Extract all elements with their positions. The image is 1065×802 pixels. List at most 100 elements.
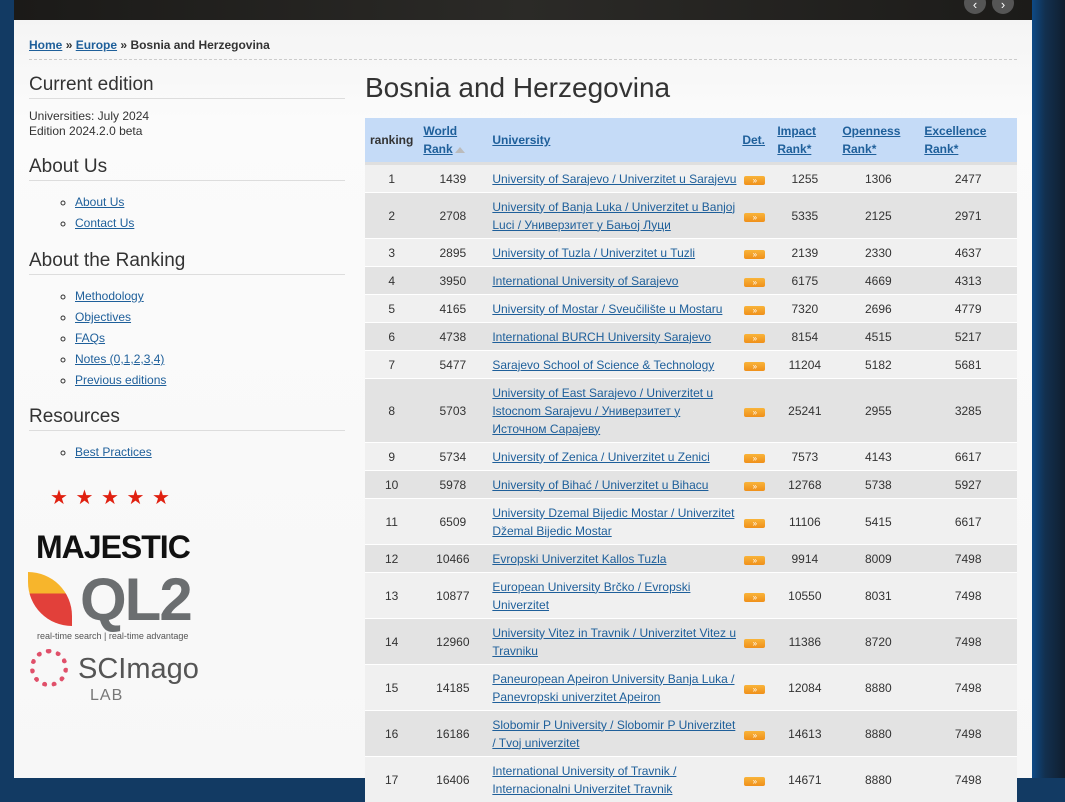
details-button[interactable]: » (744, 519, 765, 528)
details-button[interactable]: » (744, 250, 765, 259)
link-previous-editions[interactable]: Previous editions (75, 373, 166, 387)
cell-university: University of Zenica / Univerzitet u Zen… (487, 443, 742, 471)
col-det[interactable]: Det. (742, 118, 772, 164)
university-link[interactable]: University Dzemal Bijedic Mostar / Unive… (492, 506, 734, 538)
university-link[interactable]: University Vitez in Travnik / Univerzite… (492, 626, 736, 658)
cell-impact-rank: 6175 (772, 267, 837, 295)
sponsor-logos: ★ ★ ★ ★ ★ MAJESTIC QL2 real-time search … (28, 485, 218, 717)
sort-openness[interactable]: Openness (842, 124, 900, 138)
university-link[interactable]: University of Zenica / Univerzitet u Zen… (492, 450, 709, 464)
university-link[interactable]: University of Bihać / Univerzitet u Biha… (492, 478, 708, 492)
col-excellence[interactable]: Excellence Rank* (919, 118, 1017, 164)
sort-impact[interactable]: Rank* (777, 142, 811, 156)
cell-impact-rank: 7573 (772, 443, 837, 471)
university-link[interactable]: Evropski Univerzitet Kallos Tuzla (492, 552, 666, 566)
page-background-right (1032, 0, 1065, 778)
stars-icon: ★ ★ ★ ★ ★ (50, 485, 171, 510)
col-university[interactable]: University (487, 118, 742, 164)
cell-ranking: 13 (365, 573, 418, 619)
university-link[interactable]: Paneuropean Apeiron University Banja Luk… (492, 672, 734, 704)
cell-impact-rank: 14613 (772, 711, 837, 757)
slider-prev-button[interactable]: ‹ (964, 0, 986, 14)
cell-impact-rank: 7320 (772, 295, 837, 323)
cell-ranking: 6 (365, 323, 418, 351)
cell-openness-rank: 8009 (837, 545, 919, 573)
sort-excellence[interactable]: Rank* (924, 142, 958, 156)
university-link[interactable]: International University of Travnik / In… (492, 764, 676, 796)
details-button[interactable]: » (744, 454, 765, 463)
cell-university: Paneuropean Apeiron University Banja Luk… (487, 665, 742, 711)
university-link[interactable]: University of Mostar / Sveučilište u Mos… (492, 302, 722, 316)
university-link[interactable]: University of Tuzla / Univerzitet u Tuzl… (492, 246, 695, 260)
cell-openness-rank: 4515 (837, 323, 919, 351)
university-link[interactable]: Slobomir P University / Slobomir P Unive… (492, 718, 735, 750)
cell-ranking: 14 (365, 619, 418, 665)
sort-world-rank[interactable]: World (423, 124, 457, 138)
link-notes[interactable]: Notes (0,1,2,3,4) (75, 352, 164, 366)
university-link[interactable]: International BURCH University Sarajevo (492, 330, 711, 344)
cell-university: International University of Sarajevo (487, 267, 742, 295)
breadcrumb-europe[interactable]: Europe (76, 38, 117, 52)
section-title: Current edition (29, 74, 345, 99)
sort-det[interactable]: Det. (742, 133, 765, 147)
link-objectives[interactable]: Objectives (75, 310, 131, 324)
cell-world-rank: 1439 (418, 164, 487, 193)
university-link[interactable]: European University Brčko / Evropski Uni… (492, 580, 690, 612)
sort-world-rank[interactable]: Rank (423, 142, 452, 156)
details-button[interactable]: » (744, 362, 765, 371)
details-button[interactable]: » (744, 213, 765, 222)
cell-ranking: 10 (365, 471, 418, 499)
details-button[interactable]: » (744, 408, 765, 417)
cell-excellence-rank: 4637 (919, 239, 1017, 267)
cell-world-rank: 2708 (418, 193, 487, 239)
sort-excellence[interactable]: Excellence (924, 124, 986, 138)
sort-university[interactable]: University (492, 133, 550, 147)
breadcrumb: Home » Europe » Bosnia and Herzegovina (29, 38, 270, 52)
university-link[interactable]: University of Banja Luka / Univerzitet u… (492, 200, 735, 232)
details-button[interactable]: » (744, 306, 765, 315)
details-button[interactable]: » (744, 482, 765, 491)
details-button[interactable]: » (744, 278, 765, 287)
cell-det: » (742, 239, 772, 267)
link-faqs[interactable]: FAQs (75, 331, 105, 345)
cell-impact-rank: 5335 (772, 193, 837, 239)
university-link[interactable]: University of East Sarajevo / Univerzite… (492, 386, 713, 436)
col-impact[interactable]: Impact Rank* (772, 118, 837, 164)
scimago-logo[interactable]: SCImago LAB (28, 647, 218, 717)
link-best-practices[interactable]: Best Practices (75, 445, 152, 459)
sort-openness[interactable]: Rank* (842, 142, 876, 156)
cell-world-rank: 3950 (418, 267, 487, 295)
cell-world-rank: 10466 (418, 545, 487, 573)
university-link[interactable]: Sarajevo School of Science & Technology (492, 358, 714, 372)
cell-det: » (742, 351, 772, 379)
university-link[interactable]: University of Sarajevo / Univerzitet u S… (492, 172, 736, 186)
details-button[interactable]: » (744, 176, 765, 185)
col-world-rank[interactable]: World Rank (418, 118, 487, 164)
details-button[interactable]: » (744, 639, 765, 648)
cell-university: European University Brčko / Evropski Uni… (487, 573, 742, 619)
link-methodology[interactable]: Methodology (75, 289, 144, 303)
slider-next-button[interactable]: › (992, 0, 1014, 14)
col-openness[interactable]: Openness Rank* (837, 118, 919, 164)
cell-openness-rank: 8880 (837, 711, 919, 757)
sort-impact[interactable]: Impact (777, 124, 816, 138)
details-button[interactable]: » (744, 593, 765, 602)
link-about-us[interactable]: About Us (75, 195, 124, 209)
sort-asc-icon (455, 147, 465, 153)
ql2-logo[interactable]: QL2 real-time search | real-time advanta… (28, 567, 218, 647)
link-contact-us[interactable]: Contact Us (75, 216, 134, 230)
majestic-logo[interactable]: ★ ★ ★ ★ ★ MAJESTIC (28, 485, 218, 567)
cell-university: University of Sarajevo / Univerzitet u S… (487, 164, 742, 193)
details-button[interactable]: » (744, 685, 765, 694)
breadcrumb-home[interactable]: Home (29, 38, 62, 52)
cell-world-rank: 2895 (418, 239, 487, 267)
details-button[interactable]: » (744, 334, 765, 343)
details-button[interactable]: » (744, 556, 765, 565)
university-link[interactable]: International University of Sarajevo (492, 274, 678, 288)
details-button[interactable]: » (744, 731, 765, 740)
